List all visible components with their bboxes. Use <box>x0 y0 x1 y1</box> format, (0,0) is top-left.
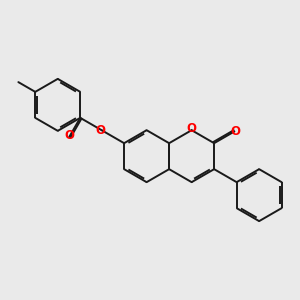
Text: O: O <box>95 124 105 137</box>
Text: O: O <box>64 129 74 142</box>
Text: O: O <box>231 125 241 138</box>
Text: O: O <box>187 122 196 135</box>
